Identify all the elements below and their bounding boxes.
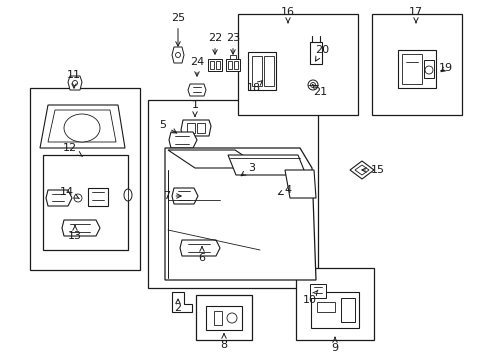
Text: 20: 20 [314, 45, 328, 61]
Ellipse shape [124, 189, 132, 201]
Polygon shape [172, 47, 183, 63]
Polygon shape [48, 110, 116, 142]
Text: 11: 11 [67, 70, 81, 88]
Circle shape [72, 81, 77, 85]
Text: 18: 18 [246, 80, 262, 93]
Bar [225, 59, 240, 71]
Text: 6: 6 [198, 247, 205, 263]
Polygon shape [168, 150, 262, 168]
Text: 7: 7 [163, 191, 181, 201]
Text: 8: 8 [220, 334, 227, 350]
Bar [309, 284, 325, 298]
Bar [310, 292, 358, 328]
Polygon shape [68, 76, 82, 90]
Circle shape [175, 53, 180, 58]
Text: 5: 5 [159, 120, 176, 133]
Bar [371, 14, 461, 115]
Bar [43, 155, 128, 250]
Text: 9: 9 [331, 337, 338, 353]
Bar [227, 61, 231, 69]
Bar [251, 56, 262, 86]
Text: 2: 2 [174, 299, 181, 313]
Bar [238, 14, 357, 115]
Text: 21: 21 [311, 84, 326, 97]
Text: 4: 4 [278, 185, 291, 195]
Polygon shape [227, 155, 305, 175]
Bar [423, 60, 433, 78]
Polygon shape [172, 292, 192, 312]
Bar [148, 100, 317, 288]
Text: 1: 1 [191, 100, 198, 116]
Polygon shape [285, 170, 315, 198]
Text: 22: 22 [207, 33, 222, 54]
Bar [401, 54, 421, 84]
Bar [316, 302, 334, 312]
Polygon shape [172, 188, 198, 204]
Circle shape [310, 82, 315, 87]
Bar [88, 188, 108, 206]
Bar [207, 59, 222, 71]
Bar [197, 123, 204, 133]
Polygon shape [180, 240, 220, 256]
Polygon shape [349, 161, 373, 179]
Bar [214, 311, 222, 325]
Bar [397, 50, 435, 88]
Polygon shape [46, 190, 72, 206]
Polygon shape [62, 220, 100, 236]
Text: 13: 13 [68, 225, 82, 241]
Bar [209, 61, 214, 69]
Text: 14: 14 [60, 187, 79, 199]
Bar [340, 298, 354, 322]
Text: 23: 23 [225, 33, 240, 54]
Text: 3: 3 [241, 163, 255, 176]
Bar [309, 42, 321, 64]
Polygon shape [40, 105, 125, 148]
Bar [247, 52, 275, 90]
Text: 19: 19 [438, 63, 452, 73]
Bar [216, 61, 220, 69]
Polygon shape [164, 148, 315, 280]
Bar [205, 306, 242, 330]
Polygon shape [169, 132, 197, 148]
Text: 16: 16 [281, 7, 294, 23]
Bar [229, 55, 236, 59]
Ellipse shape [64, 114, 100, 142]
Bar [295, 268, 373, 340]
Bar [186, 123, 195, 133]
Bar [30, 88, 140, 270]
Bar [196, 295, 251, 340]
Text: 17: 17 [408, 7, 422, 23]
Circle shape [307, 80, 317, 90]
Text: 25: 25 [171, 13, 184, 46]
Circle shape [424, 66, 432, 74]
Polygon shape [354, 165, 368, 175]
Polygon shape [181, 120, 210, 136]
Ellipse shape [226, 313, 237, 323]
Circle shape [74, 194, 82, 202]
Text: 24: 24 [189, 57, 203, 76]
Text: 12: 12 [63, 143, 82, 156]
Text: 10: 10 [303, 290, 317, 305]
Polygon shape [187, 84, 205, 96]
Bar [264, 56, 273, 86]
Bar [234, 61, 238, 69]
Text: 15: 15 [361, 165, 384, 175]
